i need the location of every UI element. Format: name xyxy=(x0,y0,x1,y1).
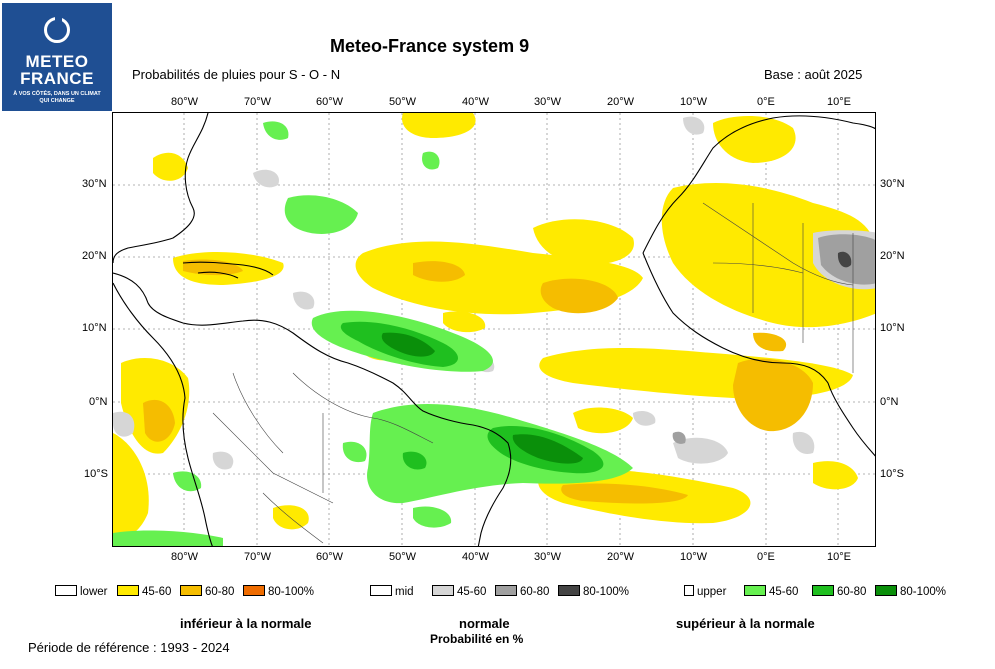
legend-swatch xyxy=(495,585,517,596)
lon-label-top: 0°E xyxy=(757,96,775,108)
lon-label-top: 70°W xyxy=(244,96,272,108)
lat-label-right: 10°S xyxy=(880,468,904,480)
map-subtitle: Probabilités de pluies pour S - O - N xyxy=(132,67,341,82)
legend-swatch xyxy=(432,585,454,596)
mid-60-100-areas xyxy=(672,234,875,444)
legend-item: 80-100% xyxy=(875,585,946,598)
map-title: Meteo-France system 9 xyxy=(330,36,530,56)
coastlines xyxy=(113,113,875,546)
legend-item: 80-100% xyxy=(558,585,629,598)
logo-line-2: FRANCE xyxy=(20,69,94,88)
legend-swatch xyxy=(370,585,392,596)
legend-label: mid xyxy=(395,586,414,598)
lat-label-left: 30°N xyxy=(82,178,107,190)
reference-period: Période de référence : 1993 - 2024 xyxy=(28,640,230,655)
lon-label-bottom: 20°W xyxy=(607,551,635,563)
legend-label: 80-100% xyxy=(583,586,630,598)
legend-label: lower xyxy=(80,586,108,598)
legend-label: 80-100% xyxy=(268,586,315,598)
lon-label-bottom: 0°E xyxy=(757,551,775,563)
legend-label: 60-80 xyxy=(520,586,550,598)
base-date: Base : août 2025 xyxy=(764,67,863,82)
map-canvas xyxy=(113,113,875,546)
legend-label: 60-80 xyxy=(837,586,867,598)
lon-label-top: 30°W xyxy=(534,96,562,108)
legend-swatch xyxy=(744,585,766,596)
legend-swatch xyxy=(243,585,265,596)
lon-label-top: 20°W xyxy=(607,96,635,108)
legend-item: 60-80 xyxy=(495,585,549,598)
legend-swatch xyxy=(684,585,694,596)
lon-label-bottom: 60°W xyxy=(316,551,344,563)
country-borders xyxy=(212,202,854,544)
legend-swatch xyxy=(55,585,77,596)
meteo-france-logo: METEO FRANCE À VOS CÔTÉS, DANS UN CLIMAT… xyxy=(2,3,112,111)
lon-label-bottom: 70°W xyxy=(244,551,272,563)
legend-item: 60-80 xyxy=(180,585,234,598)
legend-item: 45-60 xyxy=(432,585,486,598)
legend-item: lower xyxy=(55,585,107,598)
lat-label-left: 10°N xyxy=(82,322,107,334)
legend-swatch xyxy=(180,585,202,596)
logo-tagline: À VOS CÔTÉS, DANS UN CLIMAT QUI CHANGE xyxy=(13,91,101,104)
legend-swatch xyxy=(812,585,834,596)
lon-label-bottom: 40°W xyxy=(462,551,490,563)
lon-label-bottom: 10°E xyxy=(827,551,851,563)
probability-map xyxy=(112,112,876,547)
lat-label-right: 20°N xyxy=(880,250,905,262)
lat-label-right: 30°N xyxy=(880,178,905,190)
legend-item: 60-80 xyxy=(812,585,866,598)
legend-item: upper xyxy=(684,585,726,598)
lon-label-top: 50°W xyxy=(389,96,417,108)
legend-label: upper xyxy=(697,586,727,598)
legend-label: 45-60 xyxy=(142,586,172,598)
category-upper: supérieur à la normale xyxy=(676,616,815,631)
legend-swatch xyxy=(117,585,139,596)
legend-item: mid xyxy=(370,585,414,598)
legend-item: 45-60 xyxy=(117,585,171,598)
category-lower: inférieur à la normale xyxy=(180,616,312,631)
legend-label: 80-100% xyxy=(900,586,947,598)
lon-label-bottom: 30°W xyxy=(534,551,562,563)
upper-80-100-areas xyxy=(381,332,583,464)
legend-swatch xyxy=(875,585,897,596)
lon-label-top: 80°W xyxy=(171,96,199,108)
lat-label-right: 10°N xyxy=(880,322,905,334)
legend-label: 45-60 xyxy=(457,586,487,598)
lower-60-80-areas xyxy=(143,259,813,504)
lat-label-left: 0°N xyxy=(89,396,108,408)
lat-label-left: 10°S xyxy=(84,468,108,480)
category-normal: normale xyxy=(459,616,510,631)
legend-swatch xyxy=(558,585,580,596)
legend-label: 60-80 xyxy=(205,586,235,598)
legend-label: 45-60 xyxy=(769,586,799,598)
lon-label-bottom: 50°W xyxy=(389,551,417,563)
lon-label-top: 40°W xyxy=(462,96,490,108)
lat-label-right: 0°N xyxy=(880,396,899,408)
lon-label-top: 60°W xyxy=(316,96,344,108)
logo-line-1: METEO xyxy=(25,52,89,71)
lon-label-bottom: 80°W xyxy=(171,551,199,563)
lon-label-top: 10°W xyxy=(680,96,708,108)
legend-item: 45-60 xyxy=(744,585,798,598)
lon-label-bottom: 10°W xyxy=(680,551,708,563)
lat-label-left: 20°N xyxy=(82,250,107,262)
legend-item: 80-100% xyxy=(243,585,314,598)
logo-mark-icon xyxy=(44,17,70,43)
probability-unit: Probabilité en % xyxy=(430,632,524,646)
lon-label-top: 10°E xyxy=(827,96,851,108)
